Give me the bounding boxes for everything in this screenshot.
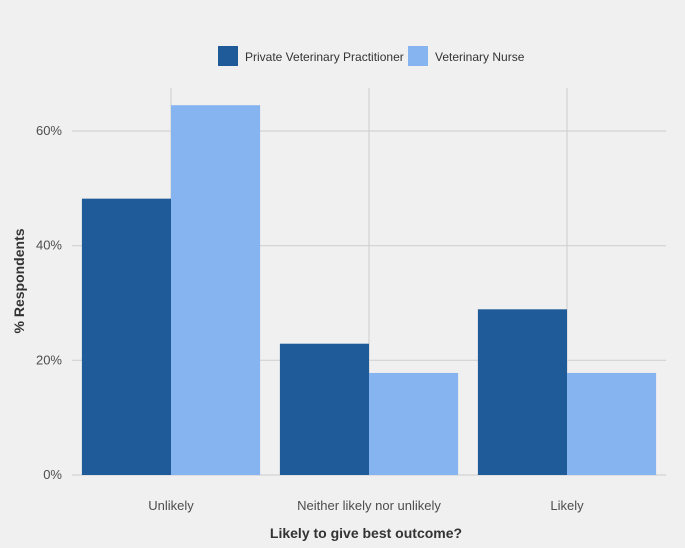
bar-veterinary-nurse-neither-likely-nor-unlikely: [369, 372, 459, 475]
legend: Private Veterinary Practitioner Veterina…: [218, 46, 525, 66]
y-tick-label: 40%: [36, 238, 62, 253]
legend-label-private-veterinary-practitioner: Private Veterinary Practitioner: [245, 50, 404, 64]
y-tick-label: 20%: [36, 352, 62, 367]
legend-swatch-private-veterinary-practitioner: [218, 46, 238, 66]
y-axis-title: % Respondents: [11, 228, 27, 333]
bar-private-veterinary-practitioner-unlikely: [81, 198, 171, 476]
bar-private-veterinary-practitioner-neither-likely-nor-unlikely: [279, 343, 369, 475]
x-tick-label-neither-likely-nor-unlikely: Neither likely nor unlikely: [297, 498, 441, 513]
x-tick-label-unlikely: Unlikely: [148, 498, 194, 513]
x-axis-title: Likely to give best outcome?: [270, 525, 462, 541]
bar-veterinary-nurse-unlikely: [171, 105, 261, 475]
bar-private-veterinary-practitioner-likely: [477, 309, 567, 475]
legend-label-veterinary-nurse: Veterinary Nurse: [435, 50, 525, 64]
y-tick-label: 60%: [36, 123, 62, 138]
y-tick-label: 0%: [43, 467, 62, 482]
x-tick-labels: Unlikely Neither likely nor unlikely Likel…: [148, 498, 584, 513]
y-tick-labels: 0% 20% 40% 60%: [36, 123, 62, 482]
bars: [81, 105, 657, 476]
legend-swatch-veterinary-nurse: [408, 46, 428, 66]
x-tick-label-likely: Likely: [550, 498, 584, 513]
bar-veterinary-nurse-likely: [567, 372, 657, 475]
